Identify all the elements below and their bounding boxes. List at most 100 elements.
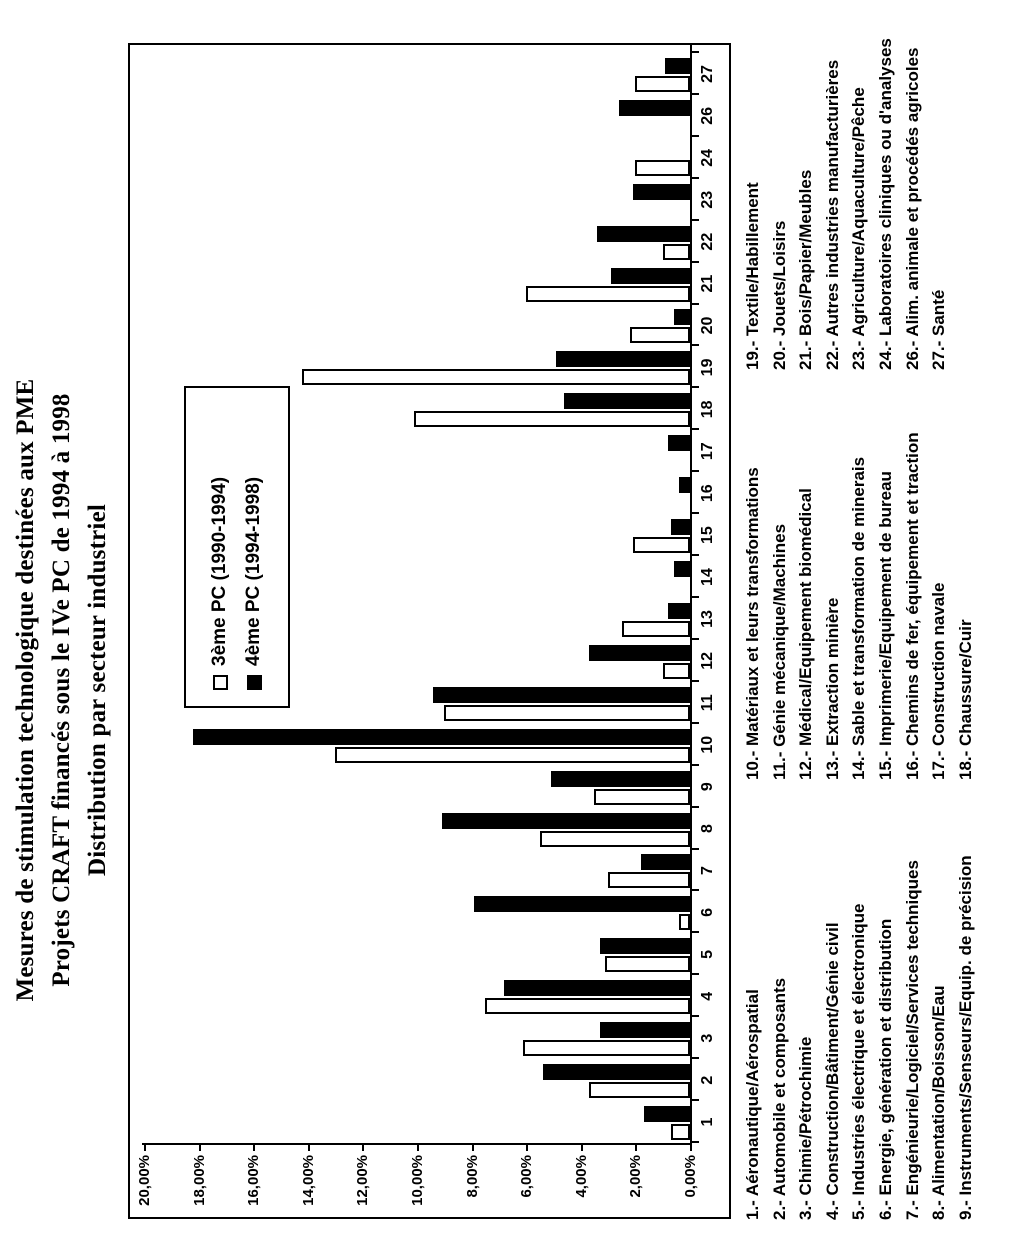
bar-4eme-pc-cat-21 — [610, 267, 690, 284]
value-axis-tick — [307, 1143, 310, 1151]
category-label-6: 6 — [699, 907, 716, 917]
sector-legend-item: 6.- Energie, génération et distribution — [875, 918, 895, 1220]
sector-legend-item: 21.- Bois/Papier/Meubles — [796, 169, 816, 370]
value-axis-tick-label: 12,00% — [354, 1155, 372, 1206]
value-axis-tick-label: 14,00% — [299, 1155, 317, 1206]
category-label-3: 3 — [699, 1033, 716, 1043]
category-label-15: 15 — [699, 526, 716, 545]
value-axis-tick — [635, 1143, 638, 1151]
category-label-23: 23 — [699, 190, 716, 209]
value-axis-tick-label: 16,00% — [245, 1155, 263, 1206]
category-label-8: 8 — [699, 824, 716, 834]
category-label-13: 13 — [699, 610, 716, 628]
value-axis-tick — [417, 1143, 419, 1151]
sector-legend-item: 24.- Laboratoires cliniques ou d'analyse… — [875, 38, 895, 370]
sector-legend-column-3: 19.- Textile/Habillement 20.- Jouets/Lois… — [740, 10, 953, 370]
category-axis-tick — [692, 344, 699, 347]
category-axis-tick — [692, 847, 699, 850]
bar-4eme-pc-cat-5 — [599, 938, 690, 955]
bar-3eme-pc-cat-15 — [632, 537, 690, 554]
bar-3eme-pc-cat-21 — [526, 285, 690, 302]
bar-3eme-pc-cat-27 — [635, 75, 690, 92]
sector-legend-item: 5.- Industries électrique et électroniqu… — [849, 903, 869, 1220]
category-label-26: 26 — [699, 107, 716, 125]
category-label-18: 18 — [699, 400, 716, 419]
category-label-4: 4 — [699, 991, 716, 1001]
sector-legend-item: 9.- Instruments/Senseurs/Equip. de préci… — [955, 855, 975, 1220]
bar-4eme-pc-cat-15 — [670, 519, 690, 536]
category-label-7: 7 — [699, 866, 716, 875]
category-label-10: 10 — [699, 735, 716, 754]
bar-3eme-pc-cat-10 — [335, 746, 690, 763]
sector-legend-item: 13.- Extraction minière — [822, 597, 842, 780]
bar-3eme-pc-cat-7 — [608, 872, 690, 889]
category-label-14: 14 — [699, 568, 716, 586]
bar-4eme-pc-cat-9 — [550, 770, 690, 787]
bar-4eme-pc-cat-26 — [619, 99, 690, 116]
category-axis-tick — [692, 512, 699, 515]
category-label-12: 12 — [699, 652, 716, 670]
bar-3eme-pc-cat-5 — [605, 956, 690, 973]
category-axis-tick — [692, 1099, 699, 1102]
value-axis-tick — [580, 1143, 583, 1151]
legend-row-4eme-pc: 4ème PC (1994-1998) — [243, 388, 265, 690]
category-label-17: 17 — [699, 442, 716, 461]
sector-legend-item: 14.- Sable et transformation de minerais — [849, 456, 869, 780]
sector-legend-item: 4.- Construction/Bâtiment/Génie civil — [822, 922, 842, 1220]
category-axis-tick — [692, 1057, 699, 1060]
category-axis-tick — [692, 302, 699, 305]
category-axis-tick — [692, 973, 699, 976]
chart-title-line-3: Distribution par secteur industriel — [84, 503, 111, 877]
sector-legend-item: 3.- Chimie/Pétrochimie — [796, 1036, 816, 1220]
bar-3eme-pc-cat-11 — [444, 704, 690, 721]
bar-3eme-pc-cat-22 — [662, 243, 690, 260]
value-axis-tick-label: 10,00% — [409, 1155, 426, 1206]
sector-legend-item: 20.- Jouets/Loisirs — [769, 220, 789, 370]
category-label-22: 22 — [699, 232, 716, 251]
category-label-21: 21 — [699, 274, 716, 293]
bar-3eme-pc-cat-2 — [588, 1082, 690, 1099]
sector-legend-item: 7.- Engénieurie/Logiciel/Services techni… — [902, 860, 922, 1220]
bar-3eme-pc-cat-18 — [414, 411, 690, 428]
category-label-24: 24 — [699, 148, 716, 167]
category-axis-tick — [692, 1141, 699, 1143]
sector-legend-item: 8.- Alimentation/Boisson/Eau — [929, 985, 949, 1220]
category-label-16: 16 — [699, 484, 716, 503]
category-axis-tick — [692, 386, 699, 389]
sector-legend-item: 19.- Textile/Habillement — [743, 182, 762, 370]
bar-4eme-pc-cat-27 — [665, 57, 690, 74]
legend-box: 3ème PC (1990-1994) 4ème PC (1994-1998) — [184, 386, 290, 708]
category-axis-tick — [692, 92, 699, 95]
sector-legend-item: 27.- Santé — [929, 289, 949, 370]
bar-4eme-pc-cat-7 — [640, 854, 690, 871]
bar-4eme-pc-cat-17 — [668, 435, 690, 452]
bar-4eme-pc-cat-14 — [673, 561, 690, 577]
category-axis-tick — [692, 554, 699, 557]
bar-4eme-pc-cat-22 — [597, 225, 690, 242]
category-axis-tick — [692, 51, 699, 53]
bar-4eme-pc-cat-12 — [588, 644, 690, 661]
sector-legend-item: 2.- Automobile et composants — [769, 977, 789, 1220]
sector-legend-item: 10.- Matériaux et leurs transformations — [743, 467, 762, 780]
legend-label-4eme-pc: 4ème PC (1994-1998) — [243, 476, 264, 666]
category-label-2: 2 — [699, 1075, 716, 1085]
black-square-icon — [246, 675, 262, 690]
sector-legend-item: 16.- Chemins de fer, équipement et tract… — [902, 432, 922, 780]
value-axis-tick — [144, 1143, 146, 1151]
category-axis-tick — [692, 931, 699, 934]
bar-4eme-pc-cat-18 — [564, 393, 690, 410]
chart-plot-frame: 3ème PC (1990-1994) 4ème PC (1994-1998) … — [128, 43, 731, 1219]
value-axis-tick-label: 6,00% — [518, 1155, 536, 1198]
bar-3eme-pc-cat-3 — [523, 1040, 690, 1057]
category-label-5: 5 — [699, 949, 716, 959]
category-axis-tick — [692, 679, 699, 682]
bar-4eme-pc-cat-6 — [474, 896, 690, 913]
bar-4eme-pc-cat-10 — [193, 728, 690, 745]
category-axis-tick — [692, 763, 699, 766]
chart-title-line-2: Projets CRAFT financés sous le IVe PC de… — [48, 393, 75, 987]
value-axis-tick — [362, 1143, 365, 1151]
value-axis-tick-label: 20,00% — [136, 1155, 153, 1206]
bar-3eme-pc-cat-8 — [539, 830, 690, 847]
